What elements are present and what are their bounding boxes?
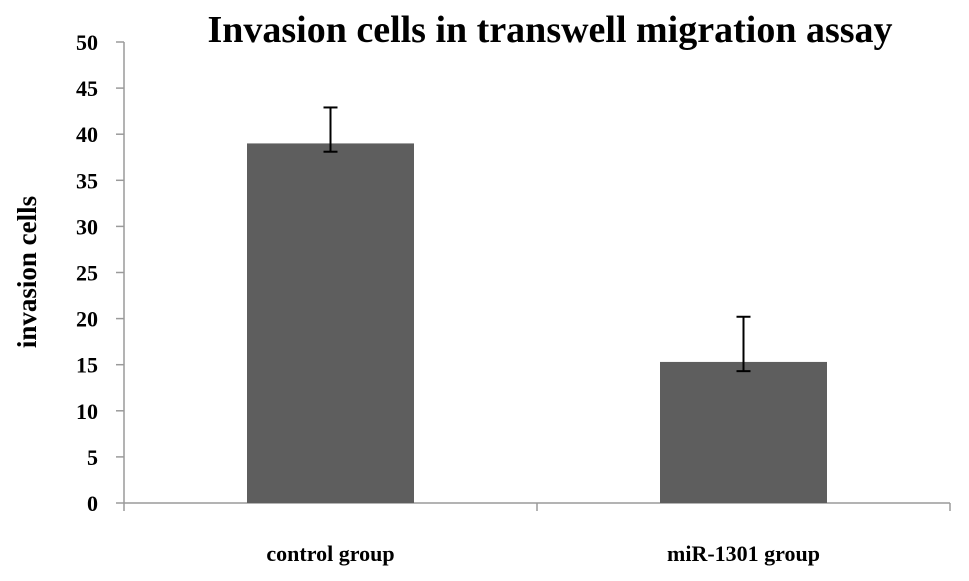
y-tick-label: 15: [76, 353, 98, 378]
y-tick-label: 0: [87, 491, 98, 516]
bar: [247, 143, 414, 504]
y-axis: 0 5 10 15 20 25 30 35 40 45 50: [76, 30, 125, 516]
category-labels: control group miR-1301 group: [266, 541, 820, 566]
y-axis-label: invasion cells: [12, 196, 42, 348]
y-tick-label: 20: [76, 307, 98, 332]
y-tick-label: 35: [76, 168, 98, 193]
y-tick-label: 5: [87, 445, 98, 470]
y-tick-label: 10: [76, 399, 98, 424]
x-category-label: control group: [266, 541, 394, 566]
y-tick-label: 40: [76, 122, 98, 147]
y-tick-label: 50: [76, 30, 98, 55]
y-tick-label: 25: [76, 261, 98, 286]
y-tick-label: 30: [76, 214, 98, 239]
x-axis: [123, 502, 951, 511]
chart-title: Invasion cells in transwell migration as…: [207, 9, 892, 51]
error-bars: [323, 106, 751, 373]
x-category-label: miR-1301 group: [667, 541, 820, 566]
bar: [660, 361, 827, 503]
bars: [247, 143, 827, 504]
y-tick-label: 45: [76, 76, 98, 101]
